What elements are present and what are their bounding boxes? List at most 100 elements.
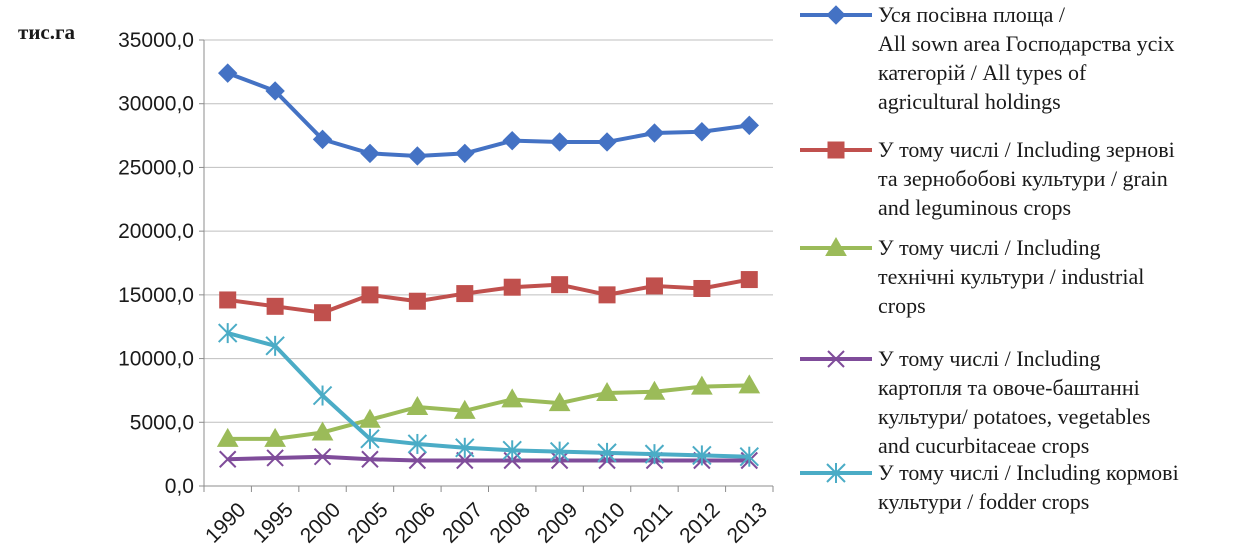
legend-label: У тому числі / Including bbox=[878, 346, 1101, 371]
data-point bbox=[453, 399, 476, 419]
data-point bbox=[219, 450, 237, 468]
legend: Уся посівна площа / All sown area Господа… bbox=[800, 2, 1179, 514]
y-tick-label: 25000,0 bbox=[118, 156, 194, 179]
data-point bbox=[596, 381, 618, 401]
data-point bbox=[503, 278, 521, 296]
series-4 bbox=[219, 447, 758, 470]
data-point bbox=[360, 143, 380, 164]
legend-label: and cucurbitaceae crops bbox=[878, 433, 1089, 458]
data-point bbox=[691, 375, 713, 395]
data-point bbox=[739, 115, 759, 136]
y-tick-label: 5000,0 bbox=[130, 411, 194, 434]
x-tick-label: 2006 bbox=[391, 498, 440, 547]
y-tick-label: 10000,0 bbox=[118, 348, 194, 371]
legend-label: У тому числі / Including кормові bbox=[878, 460, 1179, 485]
x-tick-label: 1995 bbox=[248, 498, 297, 547]
data-point bbox=[266, 449, 284, 467]
x-tick-label: 2010 bbox=[580, 498, 629, 547]
data-point bbox=[361, 450, 379, 468]
x-tick-label: 2005 bbox=[343, 498, 392, 547]
data-point bbox=[502, 440, 522, 461]
y-tick-label: 30000,0 bbox=[118, 93, 194, 116]
legend-entry-2: У тому числі / Including зернові та зерно… bbox=[800, 137, 1175, 220]
legend-label: картопля та овоче-баштанні bbox=[878, 375, 1140, 400]
legend-entry-1: Уся посівна площа / All sown area Господа… bbox=[800, 2, 1175, 114]
data-point bbox=[548, 392, 571, 412]
data-point bbox=[265, 335, 285, 356]
legend-marker bbox=[827, 141, 845, 159]
x-tick-label: 2013 bbox=[723, 498, 772, 547]
x-tick-label: 2009 bbox=[533, 498, 582, 547]
data-point bbox=[549, 441, 570, 462]
y-axis-unit-label: тис.га bbox=[18, 20, 76, 44]
legend-entry-3: У тому числі / Including технічні культур… bbox=[800, 235, 1144, 318]
legend-label: категорій / All types of bbox=[878, 60, 1087, 85]
legend-label: культури / fodder crops bbox=[878, 489, 1089, 514]
data-point bbox=[407, 433, 428, 454]
series-line bbox=[227, 71, 750, 158]
data-point bbox=[406, 395, 429, 415]
data-point bbox=[265, 81, 285, 101]
data-point bbox=[549, 132, 570, 152]
data-point bbox=[407, 146, 428, 166]
legend-label: agricultural holdings bbox=[878, 89, 1061, 114]
data-point bbox=[408, 451, 427, 470]
series-line bbox=[227, 454, 750, 463]
legend-marker bbox=[826, 463, 846, 483]
data-point bbox=[266, 297, 284, 315]
y-tick-label: 15000,0 bbox=[118, 284, 194, 307]
legend-entry-4: У тому числі / Including картопля та овоч… bbox=[800, 346, 1150, 458]
data-point bbox=[598, 286, 616, 304]
data-point bbox=[644, 123, 665, 143]
y-tick-label: 20000,0 bbox=[118, 220, 194, 243]
y-tick-label: 0,0 bbox=[165, 475, 194, 498]
legend-label: Уся посівна площа / bbox=[878, 2, 1066, 27]
x-tick-label: 2007 bbox=[438, 498, 487, 547]
legend-label: У тому числі / Including зернові bbox=[878, 137, 1175, 162]
data-point bbox=[597, 442, 617, 463]
data-point bbox=[739, 446, 759, 467]
data-point bbox=[645, 277, 663, 295]
series-1 bbox=[218, 63, 759, 166]
data-point bbox=[408, 292, 426, 310]
data-point bbox=[361, 286, 379, 304]
legend-label: All sown area Господарства усіх bbox=[878, 31, 1175, 56]
x-tick-label: 2000 bbox=[296, 498, 345, 547]
data-point bbox=[360, 428, 380, 449]
data-point bbox=[455, 437, 475, 458]
data-point bbox=[456, 285, 474, 303]
series-3 bbox=[216, 374, 761, 447]
data-point bbox=[501, 388, 524, 408]
data-point bbox=[218, 323, 238, 344]
data-point bbox=[740, 271, 758, 289]
x-tick-label: 1990 bbox=[201, 498, 250, 547]
data-point bbox=[502, 130, 522, 151]
data-point bbox=[218, 63, 238, 83]
series-2 bbox=[219, 271, 758, 322]
data-point bbox=[359, 408, 381, 428]
data-point bbox=[312, 385, 333, 406]
data-point bbox=[455, 143, 475, 164]
x-tick-label: 2011 bbox=[629, 498, 677, 546]
data-point bbox=[692, 122, 712, 142]
legend-label: технічні культури / industrial bbox=[878, 264, 1144, 289]
data-point bbox=[643, 380, 666, 400]
y-tick-label: 35000,0 bbox=[118, 29, 194, 52]
data-point bbox=[738, 374, 761, 394]
data-point bbox=[644, 444, 665, 465]
data-point bbox=[313, 447, 332, 466]
series-line bbox=[227, 277, 750, 315]
data-point bbox=[314, 304, 332, 322]
legend-label: та зернобобові культури / grain bbox=[878, 166, 1168, 191]
legend-marker bbox=[827, 350, 845, 368]
data-point bbox=[693, 279, 711, 297]
data-point bbox=[456, 451, 474, 470]
x-tick-label: 2008 bbox=[486, 498, 535, 547]
legend-entry-5: У тому числі / Including кормові культури… bbox=[800, 460, 1179, 514]
gridlines bbox=[204, 39, 773, 423]
x-tick-label: 2012 bbox=[675, 498, 724, 547]
data-point bbox=[311, 421, 334, 441]
series-5 bbox=[218, 323, 759, 467]
legend-label: crops bbox=[878, 293, 926, 318]
